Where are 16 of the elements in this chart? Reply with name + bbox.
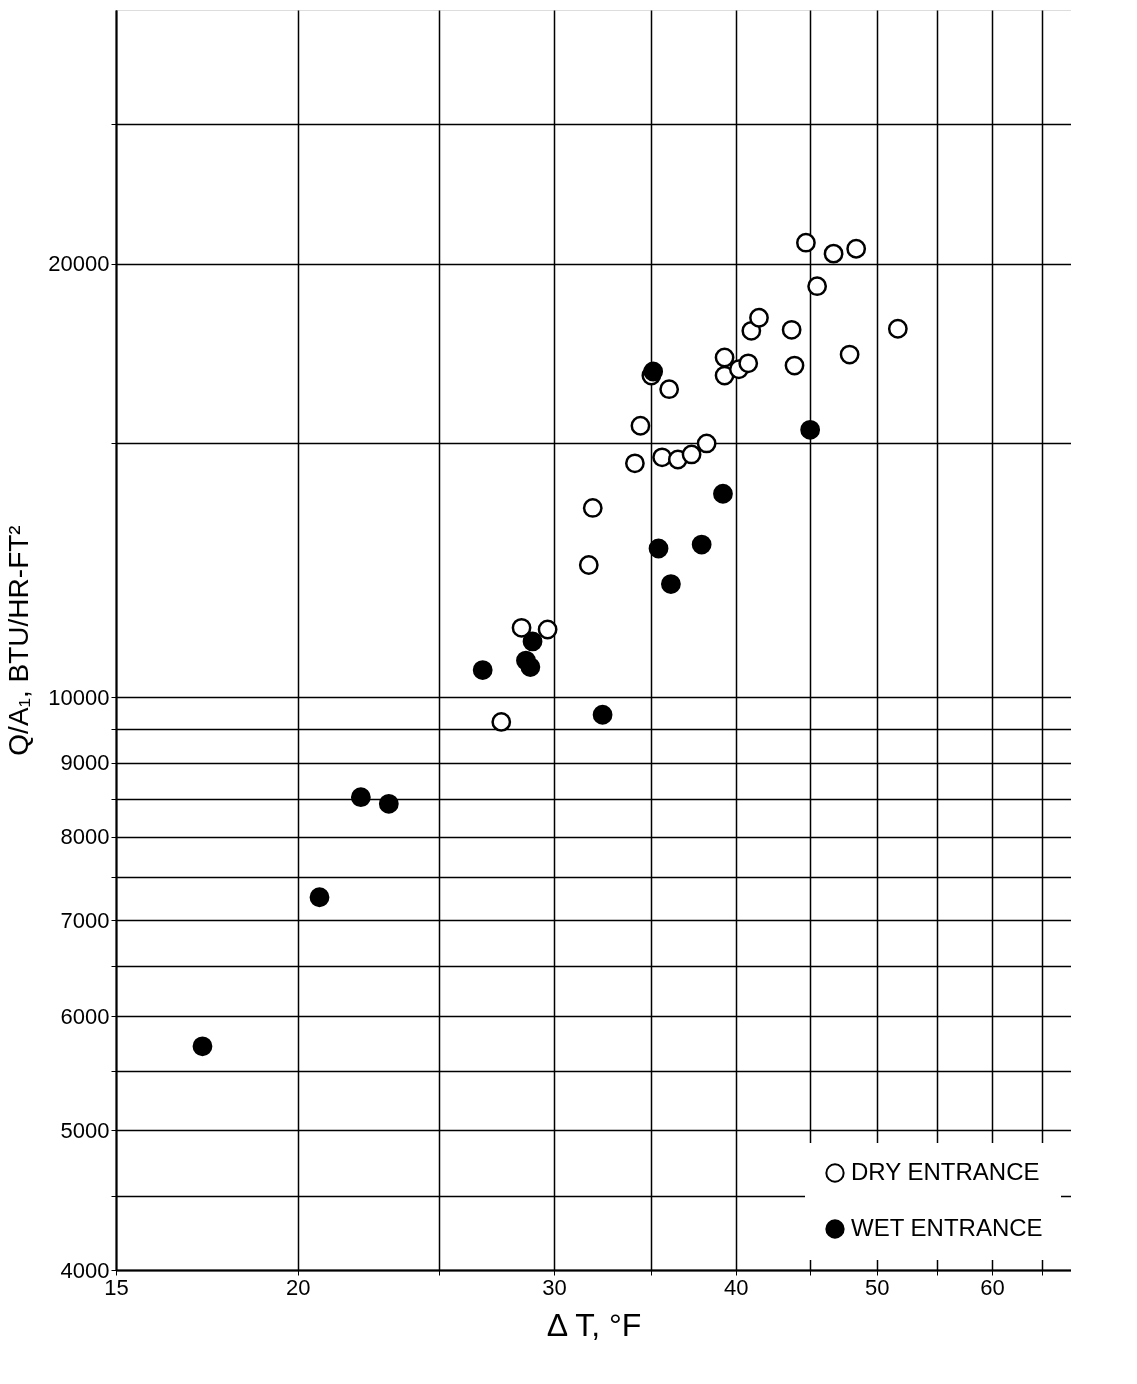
legend-label: DRY ENTRANCE [851, 1158, 1040, 1185]
y-axis-title: Q/A₁, BTU/HR-FT² [3, 525, 35, 756]
y-tick-label: 5000 [60, 1117, 110, 1143]
x-tick-label: 60 [980, 1274, 1005, 1300]
y-tick-label: 20000 [48, 251, 110, 277]
x-axis-title: Δ T, °F [546, 1306, 642, 1343]
y-tick-label: 10000 [48, 684, 110, 710]
x-tick-label: 50 [864, 1274, 890, 1300]
y-tick-label: 7000 [60, 907, 110, 933]
x-tick-label: 20 [286, 1274, 311, 1300]
legend-label: WET ENTRANCE [851, 1214, 1043, 1241]
y-tick-label: 6000 [60, 1003, 110, 1029]
y-tick-label: 9000 [60, 750, 110, 776]
x-tick-label: 30 [542, 1274, 567, 1300]
x-tick-label: 40 [723, 1274, 749, 1300]
y-tick-label: 8000 [60, 824, 110, 850]
